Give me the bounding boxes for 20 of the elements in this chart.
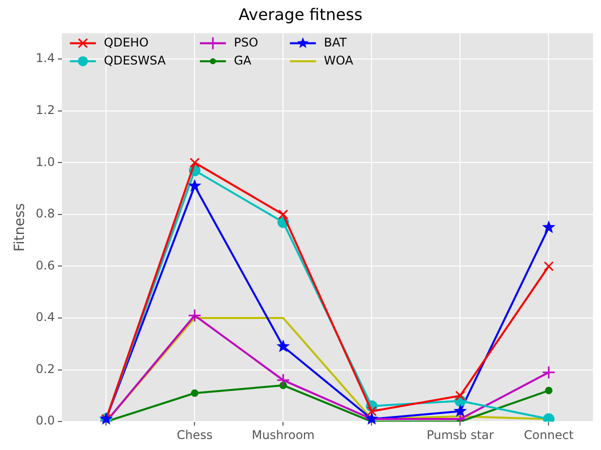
legend-label: QDEHO	[104, 35, 149, 50]
chart-title: Average fitness	[238, 4, 362, 24]
y-tick-label: 1.0	[36, 154, 55, 169]
legend-label: GA	[234, 53, 252, 68]
x-tick-label: Mushroom	[252, 428, 315, 442]
y-tick-label: 0.6	[36, 258, 55, 272]
y-tick-label: 0.4	[36, 310, 55, 324]
y-tick-label: 0.0	[36, 414, 55, 428]
legend-label: BAT	[324, 35, 348, 50]
y-tick-label: 1.4	[36, 51, 55, 66]
legend-label: PSO	[234, 35, 258, 50]
y-tick-label: 0.2	[36, 362, 55, 376]
y-tick-label: 0.8	[36, 206, 55, 221]
legend-label: QDESWSA	[104, 53, 166, 68]
legend-label: WOA	[324, 53, 354, 68]
y-axis-title: Fitness	[12, 203, 28, 252]
x-tick-label: Pumsb star	[426, 428, 494, 442]
x-tick-label: Chess	[176, 428, 213, 442]
y-tick-label: 1.2	[36, 103, 55, 118]
x-tick-label: Connect	[524, 428, 574, 442]
